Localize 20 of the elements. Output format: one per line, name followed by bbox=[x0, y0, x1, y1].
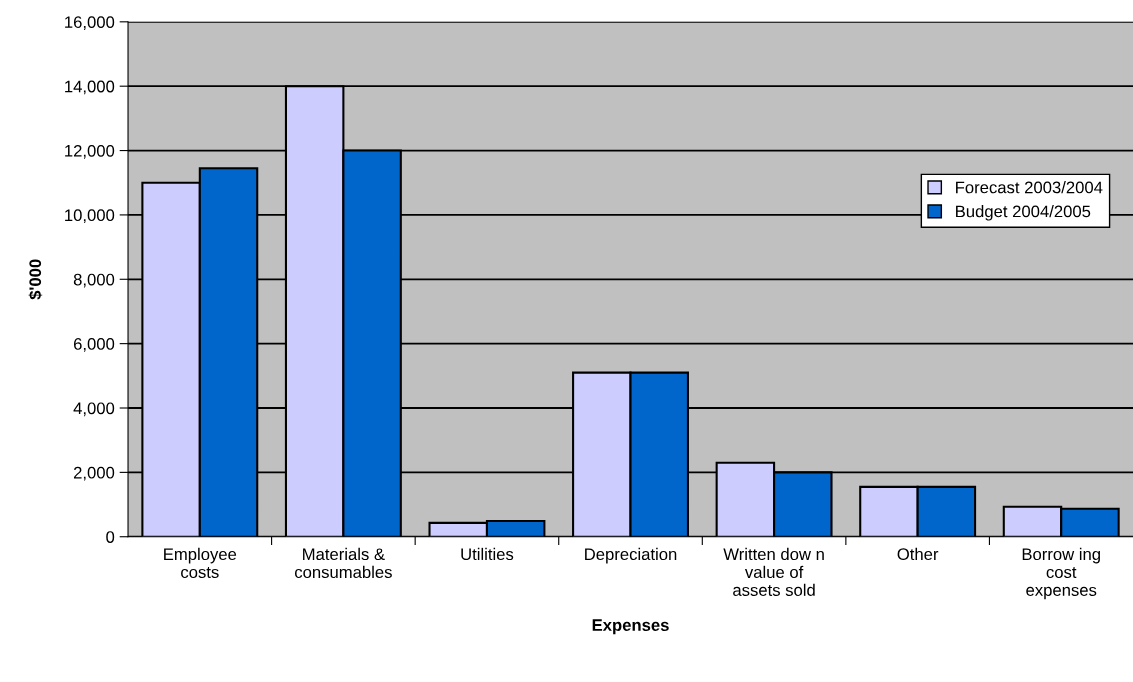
x-axis-title: Expenses bbox=[592, 619, 669, 635]
y-tick-label: 6,000 bbox=[73, 338, 115, 352]
y-tick-label: 0 bbox=[106, 531, 115, 543]
y-tick-label: 4,000 bbox=[73, 402, 115, 417]
legend-label: Budget 2004/2005 bbox=[956, 205, 1091, 221]
x-tick-label: Borrow ing cost expenses bbox=[1022, 547, 1100, 600]
x-tick-label: Written dow n value of assets sold bbox=[723, 547, 824, 596]
x-tick-label: Employee costs bbox=[164, 547, 237, 579]
y-tick-label: 2,000 bbox=[73, 466, 115, 481]
x-tick-label: Other bbox=[897, 547, 939, 561]
x-tick-label: Utilities bbox=[461, 547, 514, 561]
x-tick-label: Depreciation bbox=[585, 547, 677, 564]
y-tick-label: 8,000 bbox=[73, 273, 115, 288]
y-tick-label: 10,000 bbox=[65, 209, 115, 224]
y-tick-label: 16,000 bbox=[65, 16, 115, 30]
legend-label: Forecast 2003/2004 bbox=[956, 181, 1103, 194]
y-tick-label: 12,000 bbox=[65, 144, 115, 159]
y-axis-title: $'000 bbox=[28, 259, 43, 300]
y-tick-label: 14,000 bbox=[65, 80, 115, 95]
x-tick-label: Materials & consumables bbox=[294, 547, 392, 579]
